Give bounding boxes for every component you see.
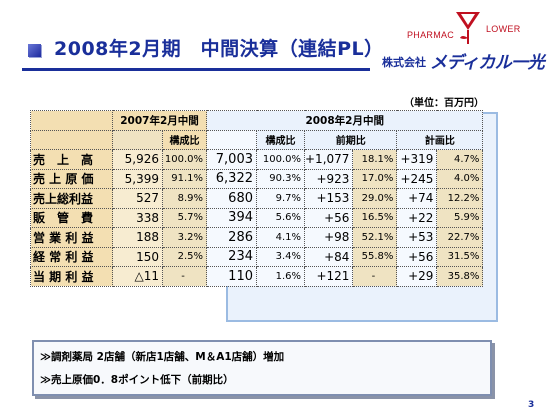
table-header-row: 2007年2月中間 2008年2月中間 (30, 110, 484, 131)
subheader-blank (30, 129, 113, 150)
yoy-pct: 29.0% (352, 188, 398, 209)
row-label: 販 管 費 (30, 207, 113, 228)
financial-table: 2007年2月中間 2008年2月中間 構成比 構成比 前期比 計画比 売 上 … (30, 110, 484, 287)
unit-label: （単位：百万円） (404, 98, 484, 109)
value-2007: 188 (112, 227, 163, 248)
plan-pct: 31.5% (436, 246, 484, 267)
plan-diff: +319 (396, 149, 438, 170)
plan-pct: 22.7% (436, 227, 484, 248)
page-number: 3 (528, 400, 535, 410)
header-blank (30, 110, 113, 131)
plan-diff: +245 (396, 168, 438, 189)
table-row: 販 管 費 338 5.7% 394 5.6% +56 16.5% +22 5.9% (30, 207, 484, 228)
value-2008: 680 (206, 188, 257, 209)
plan-diff: +29 (396, 266, 438, 287)
ratio-2008: 4.1% (256, 227, 305, 248)
company-logo: PHARMAC LOWER 株式会社 メディカル一光 (376, 4, 551, 74)
ratio-2007: 2.5% (162, 246, 207, 267)
value-2007: 338 (112, 207, 163, 228)
yoy-diff: +121 (303, 266, 354, 287)
table-row: 売上総利益 527 8.9% 680 9.7% +153 29.0% +74 12.2% (30, 188, 484, 209)
value-2008: 6,322 (206, 168, 257, 189)
title-bullet-icon (28, 44, 41, 57)
ratio-2008: 1.6% (256, 266, 305, 287)
ratio-2007: - (162, 266, 207, 287)
yoy-pct: 16.5% (352, 207, 398, 228)
yoy-pct: 55.8% (352, 246, 398, 267)
plan-diff: +22 (396, 207, 438, 228)
table-row: 経 常 利 益 150 2.5% 234 3.4% +84 55.8% +56 31.5% (30, 246, 484, 267)
logo-brand-name: メディカル一光 (430, 53, 545, 73)
row-label: 売 上 原 価 (30, 168, 113, 189)
yoy-diff: +84 (303, 246, 354, 267)
plan-diff: +53 (396, 227, 438, 248)
subheader-plan: 計画比 (396, 129, 484, 150)
yoy-diff: +56 (303, 207, 354, 228)
value-2007: 527 (112, 188, 163, 209)
yoy-diff: +98 (303, 227, 354, 248)
ratio-2008: 9.7% (256, 188, 305, 209)
row-label: 売 上 高 (30, 149, 113, 170)
table-row: 営 業 利 益 188 3.2% 286 4.1% +98 52.1% +53 22.7% (30, 227, 484, 248)
notes-box: ≫調剤薬局 2店舗（新店1店舗、M＆A1店舗）増加 ≫売上原価0．8ポイント低下… (32, 340, 492, 396)
ratio-2008: 90.3% (256, 168, 305, 189)
logo-company-prefix: 株式会社 (382, 56, 426, 69)
value-2008: 286 (206, 227, 257, 248)
page-title: 2008年2月期 中間決算（連結PL） (54, 38, 384, 60)
value-2007: △11 (112, 266, 163, 287)
yoy-pct: 17.0% (352, 168, 398, 189)
subheader-yoy: 前期比 (303, 129, 398, 150)
header-2007: 2007年2月中間 (112, 110, 207, 131)
yoy-diff: +153 (303, 188, 354, 209)
flower-logo-icon (456, 12, 480, 44)
value-2008: 394 (206, 207, 257, 228)
yoy-pct: - (352, 266, 398, 287)
plan-diff: +56 (396, 246, 438, 267)
value-2007: 5,926 (112, 149, 163, 170)
ratio-2007: 5.7% (162, 207, 207, 228)
value-2007: 5,399 (112, 168, 163, 189)
subheader-blank-2007 (112, 129, 163, 150)
table-row: 売 上 高 5,926 100.0% 7,003 100.0% +1,077 18.1% +3… (30, 149, 484, 170)
title-underline (22, 68, 370, 71)
subheader-composition-2007: 構成比 (162, 129, 207, 150)
plan-pct: 4.7% (436, 149, 484, 170)
ratio-2008: 3.4% (256, 246, 305, 267)
table-subheader-row: 構成比 構成比 前期比 計画比 (30, 129, 484, 150)
plan-pct: 12.2% (436, 188, 484, 209)
ratio-2007: 100.0% (162, 149, 207, 170)
value-2008: 7,003 (206, 149, 257, 170)
plan-diff: +74 (396, 188, 438, 209)
table-row: 当 期 利 益 △11-110 1.6% +121- +29 35.8% (30, 266, 484, 287)
yoy-pct: 18.1% (352, 149, 398, 170)
header-2008: 2008年2月中間 (205, 110, 484, 131)
ratio-2007: 91.1% (162, 168, 207, 189)
ratio-2007: 8.9% (162, 188, 207, 209)
logo-lower-text: LOWER (486, 24, 521, 34)
row-label: 営 業 利 益 (30, 227, 113, 248)
value-2008: 234 (206, 246, 257, 267)
subheader-composition-2008: 構成比 (256, 129, 305, 150)
ratio-2008: 5.6% (256, 207, 305, 228)
value-2007: 150 (112, 246, 163, 267)
value-2008: 110 (206, 266, 257, 287)
row-label: 売上総利益 (30, 188, 113, 209)
ratio-2008: 100.0% (256, 149, 305, 170)
table-row: 売 上 原 価 5,399 91.1% 6,322 90.3% +923 17.0% +245… (30, 168, 484, 189)
note-line-1: ≫調剤薬局 2店舗（新店1店舗、M＆A1店舗）増加 (40, 351, 285, 363)
row-label: 当 期 利 益 (30, 266, 113, 287)
subheader-blank-2008 (206, 129, 257, 150)
ratio-2007: 3.2% (162, 227, 207, 248)
yoy-diff: +923 (303, 168, 354, 189)
plan-pct: 4.0% (436, 168, 484, 189)
plan-pct: 35.8% (436, 266, 484, 287)
logo-pharmac-text: PHARMAC (407, 30, 455, 40)
yoy-pct: 52.1% (352, 227, 398, 248)
yoy-diff: +1,077 (303, 149, 354, 170)
plan-pct: 5.9% (436, 207, 484, 228)
row-label: 経 常 利 益 (30, 246, 113, 267)
note-line-2: ≫売上原価0．8ポイント低下（前期比） (40, 374, 234, 386)
